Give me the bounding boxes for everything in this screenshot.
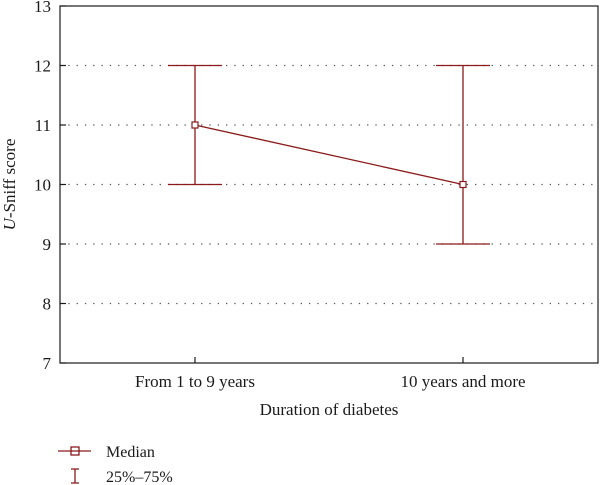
- median-line: [194, 124, 464, 186]
- legend-range-label: 25%–75%: [106, 469, 173, 485]
- x-tick-label: From 1 to 9 years: [135, 372, 255, 391]
- legend-median-square: [70, 446, 80, 456]
- legend-item-range: 25%–75%: [71, 468, 173, 485]
- x-axis: From 1 to 9 years 10 years and more: [135, 357, 526, 391]
- y-axis-label-italic: U: [0, 216, 19, 230]
- y-tick-label: 8: [43, 295, 52, 314]
- y-tick-label: 12: [34, 57, 51, 76]
- gridlines: [60, 64, 598, 305]
- legend: Median 25%–75%: [58, 444, 173, 485]
- y-tick-label: 7: [43, 354, 52, 373]
- y-tick-label: 10: [34, 176, 51, 195]
- legend-median-label: Median: [106, 444, 155, 461]
- median-point: [191, 121, 199, 129]
- legend-range-whisker: [71, 468, 79, 484]
- plot-marks: [168, 64, 490, 245]
- y-axis: 7 8 9 10 11 12 13: [34, 0, 66, 373]
- y-axis-label: U-Sniff score: [0, 139, 19, 231]
- y-tick-label: 13: [34, 0, 51, 16]
- median-point: [459, 180, 467, 189]
- x-axis-label: Duration of diabetes: [260, 400, 399, 419]
- x-tick-label: 10 years and more: [400, 372, 525, 391]
- y-tick-label: 11: [35, 116, 51, 135]
- y-tick-label: 9: [43, 235, 52, 254]
- legend-item-median: Median: [58, 444, 155, 461]
- y-axis-label-rest: -Sniff score: [0, 139, 19, 218]
